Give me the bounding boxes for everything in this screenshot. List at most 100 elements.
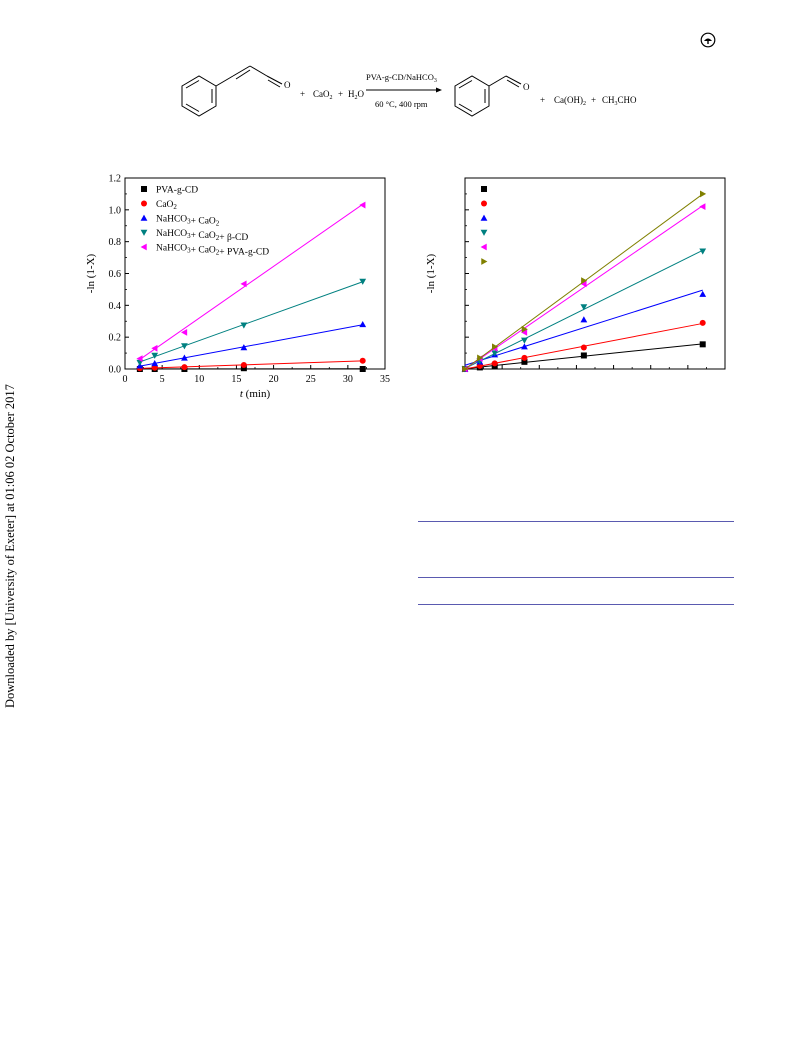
- data-point: [477, 354, 484, 362]
- reaction-scheme: O + CaO2 + H2O PVA-g-CD/NaHCO3 60 °C, 40…: [181, 65, 637, 117]
- data-point: [580, 344, 587, 351]
- plus-sign: +: [591, 95, 596, 105]
- x-tick-label: 35: [380, 374, 390, 385]
- plus-sign: +: [300, 89, 305, 99]
- table-header-rule: [418, 577, 734, 578]
- data-point: [491, 343, 499, 351]
- data-point: [181, 328, 188, 336]
- data-point: [491, 360, 498, 367]
- data-point: [151, 344, 158, 352]
- data-point: [699, 319, 706, 326]
- y-tick-label: 1.0: [109, 205, 122, 216]
- data-point: [699, 248, 707, 255]
- fit-line: [139, 360, 363, 369]
- legend-marker: [481, 186, 487, 192]
- fit-line: [464, 289, 703, 366]
- fit-line: [139, 203, 363, 360]
- product-acetaldehyde: CH3CHO: [602, 95, 637, 107]
- x-tick-label: 0: [123, 374, 128, 385]
- reactant-cao2: CaO2: [313, 89, 333, 101]
- x-tick-label: 30: [343, 374, 353, 385]
- data-point: [240, 344, 248, 351]
- series-1: CaO2: [136, 200, 366, 372]
- data-point: [240, 322, 248, 329]
- legend-label: PVA-g-CD: [156, 186, 198, 196]
- data-point: [580, 316, 588, 323]
- reaction-condition-top: PVA-g-CD/NaHCO3: [366, 72, 437, 84]
- data-point: [359, 278, 367, 285]
- data-point: [580, 280, 587, 288]
- y-tick-label: 0.4: [109, 301, 122, 312]
- kinetics-chart-right: -ln (1-X): [425, 177, 726, 373]
- aldehyde-o-label: O: [284, 80, 291, 90]
- legend-marker: [481, 200, 487, 207]
- legend-marker: [140, 229, 148, 236]
- x-axis-label: t (min): [240, 388, 271, 400]
- data-point: [181, 364, 188, 371]
- data-point: [521, 343, 528, 350]
- data-point: [462, 365, 469, 373]
- y-tick-label: 0.0: [109, 365, 122, 376]
- y-tick-label: 1.2: [109, 174, 122, 185]
- data-point: [359, 201, 366, 209]
- data-point: [359, 357, 366, 364]
- data-point: [491, 350, 499, 357]
- data-point: [521, 337, 528, 344]
- y-tick-label: 0.8: [109, 237, 122, 248]
- x-tick-label: 20: [269, 374, 279, 385]
- data-point: [151, 360, 159, 367]
- data-point: [699, 341, 706, 348]
- x-tick-label: 25: [306, 374, 316, 385]
- legend-marker: [480, 243, 487, 251]
- legend-label: NaHCO3+ CaO2+ PVA-g-CD: [156, 244, 269, 258]
- x-tick-label: 5: [160, 374, 165, 385]
- legend-label: NaHCO3+ CaO2: [156, 215, 220, 228]
- data-point: [240, 365, 247, 372]
- series-0: PVA-g-CD: [136, 186, 366, 372]
- x-tick-label: 15: [231, 374, 241, 385]
- data-point: [359, 366, 366, 372]
- product-calcium-hydroxide: Ca(OH)2: [554, 95, 586, 107]
- download-watermark: Downloaded by [University of Exeter] at …: [3, 384, 17, 708]
- legend-marker: [481, 258, 488, 265]
- data-point: [580, 352, 587, 359]
- reaction-arrowhead: [436, 87, 442, 93]
- legend-label: NaHCO3+ CaO2+ β-CD: [156, 229, 248, 243]
- cinnamaldehyde-structure: [181, 65, 283, 117]
- y-axis-label: -ln (1-X): [425, 253, 437, 293]
- series-4: NaHCO3+ CaO2+ PVA-g-CD: [136, 201, 366, 363]
- y-axis-label: -ln (1-X): [85, 253, 97, 293]
- kinetics-chart-left: 0 5 10 15 20 25 30 35 0.0 0.2 0.4 0.6 0.8 1.0 1.2 -ln (…: [85, 174, 390, 401]
- data-point: [581, 277, 588, 285]
- reactant-water: H2O: [348, 89, 365, 101]
- data-point: [521, 354, 528, 361]
- series-5: [462, 190, 707, 373]
- data-point: [521, 358, 528, 365]
- legend-marker: [140, 243, 147, 251]
- legend-marker: [480, 229, 488, 236]
- reaction-condition-bottom: 60 °C, 400 rpm: [375, 99, 428, 109]
- data-point: [359, 321, 367, 328]
- fit-line: [139, 281, 363, 363]
- aldehyde-o-label: O: [523, 82, 530, 92]
- fit-line: [139, 324, 363, 367]
- data-point: [580, 304, 588, 311]
- data-point: [240, 280, 247, 288]
- x-tick-label: 10: [194, 374, 204, 385]
- y-tick-label: 0.2: [109, 333, 122, 344]
- legend-label: CaO2: [156, 200, 177, 211]
- y-tick-label: 0.6: [109, 269, 122, 280]
- legend-marker: [140, 214, 148, 221]
- legend-marker: [141, 186, 147, 192]
- data-point: [136, 355, 143, 363]
- legend-marker: [480, 214, 488, 221]
- data-point: [181, 343, 188, 350]
- table-bottom-rule: [418, 604, 734, 605]
- publisher-logo-icon: [700, 32, 716, 48]
- data-point: [181, 354, 188, 361]
- fit-line: [464, 205, 703, 370]
- legend-marker: [141, 200, 147, 207]
- data-point: [151, 352, 159, 359]
- data-point: [240, 362, 247, 369]
- data-point: [521, 328, 528, 336]
